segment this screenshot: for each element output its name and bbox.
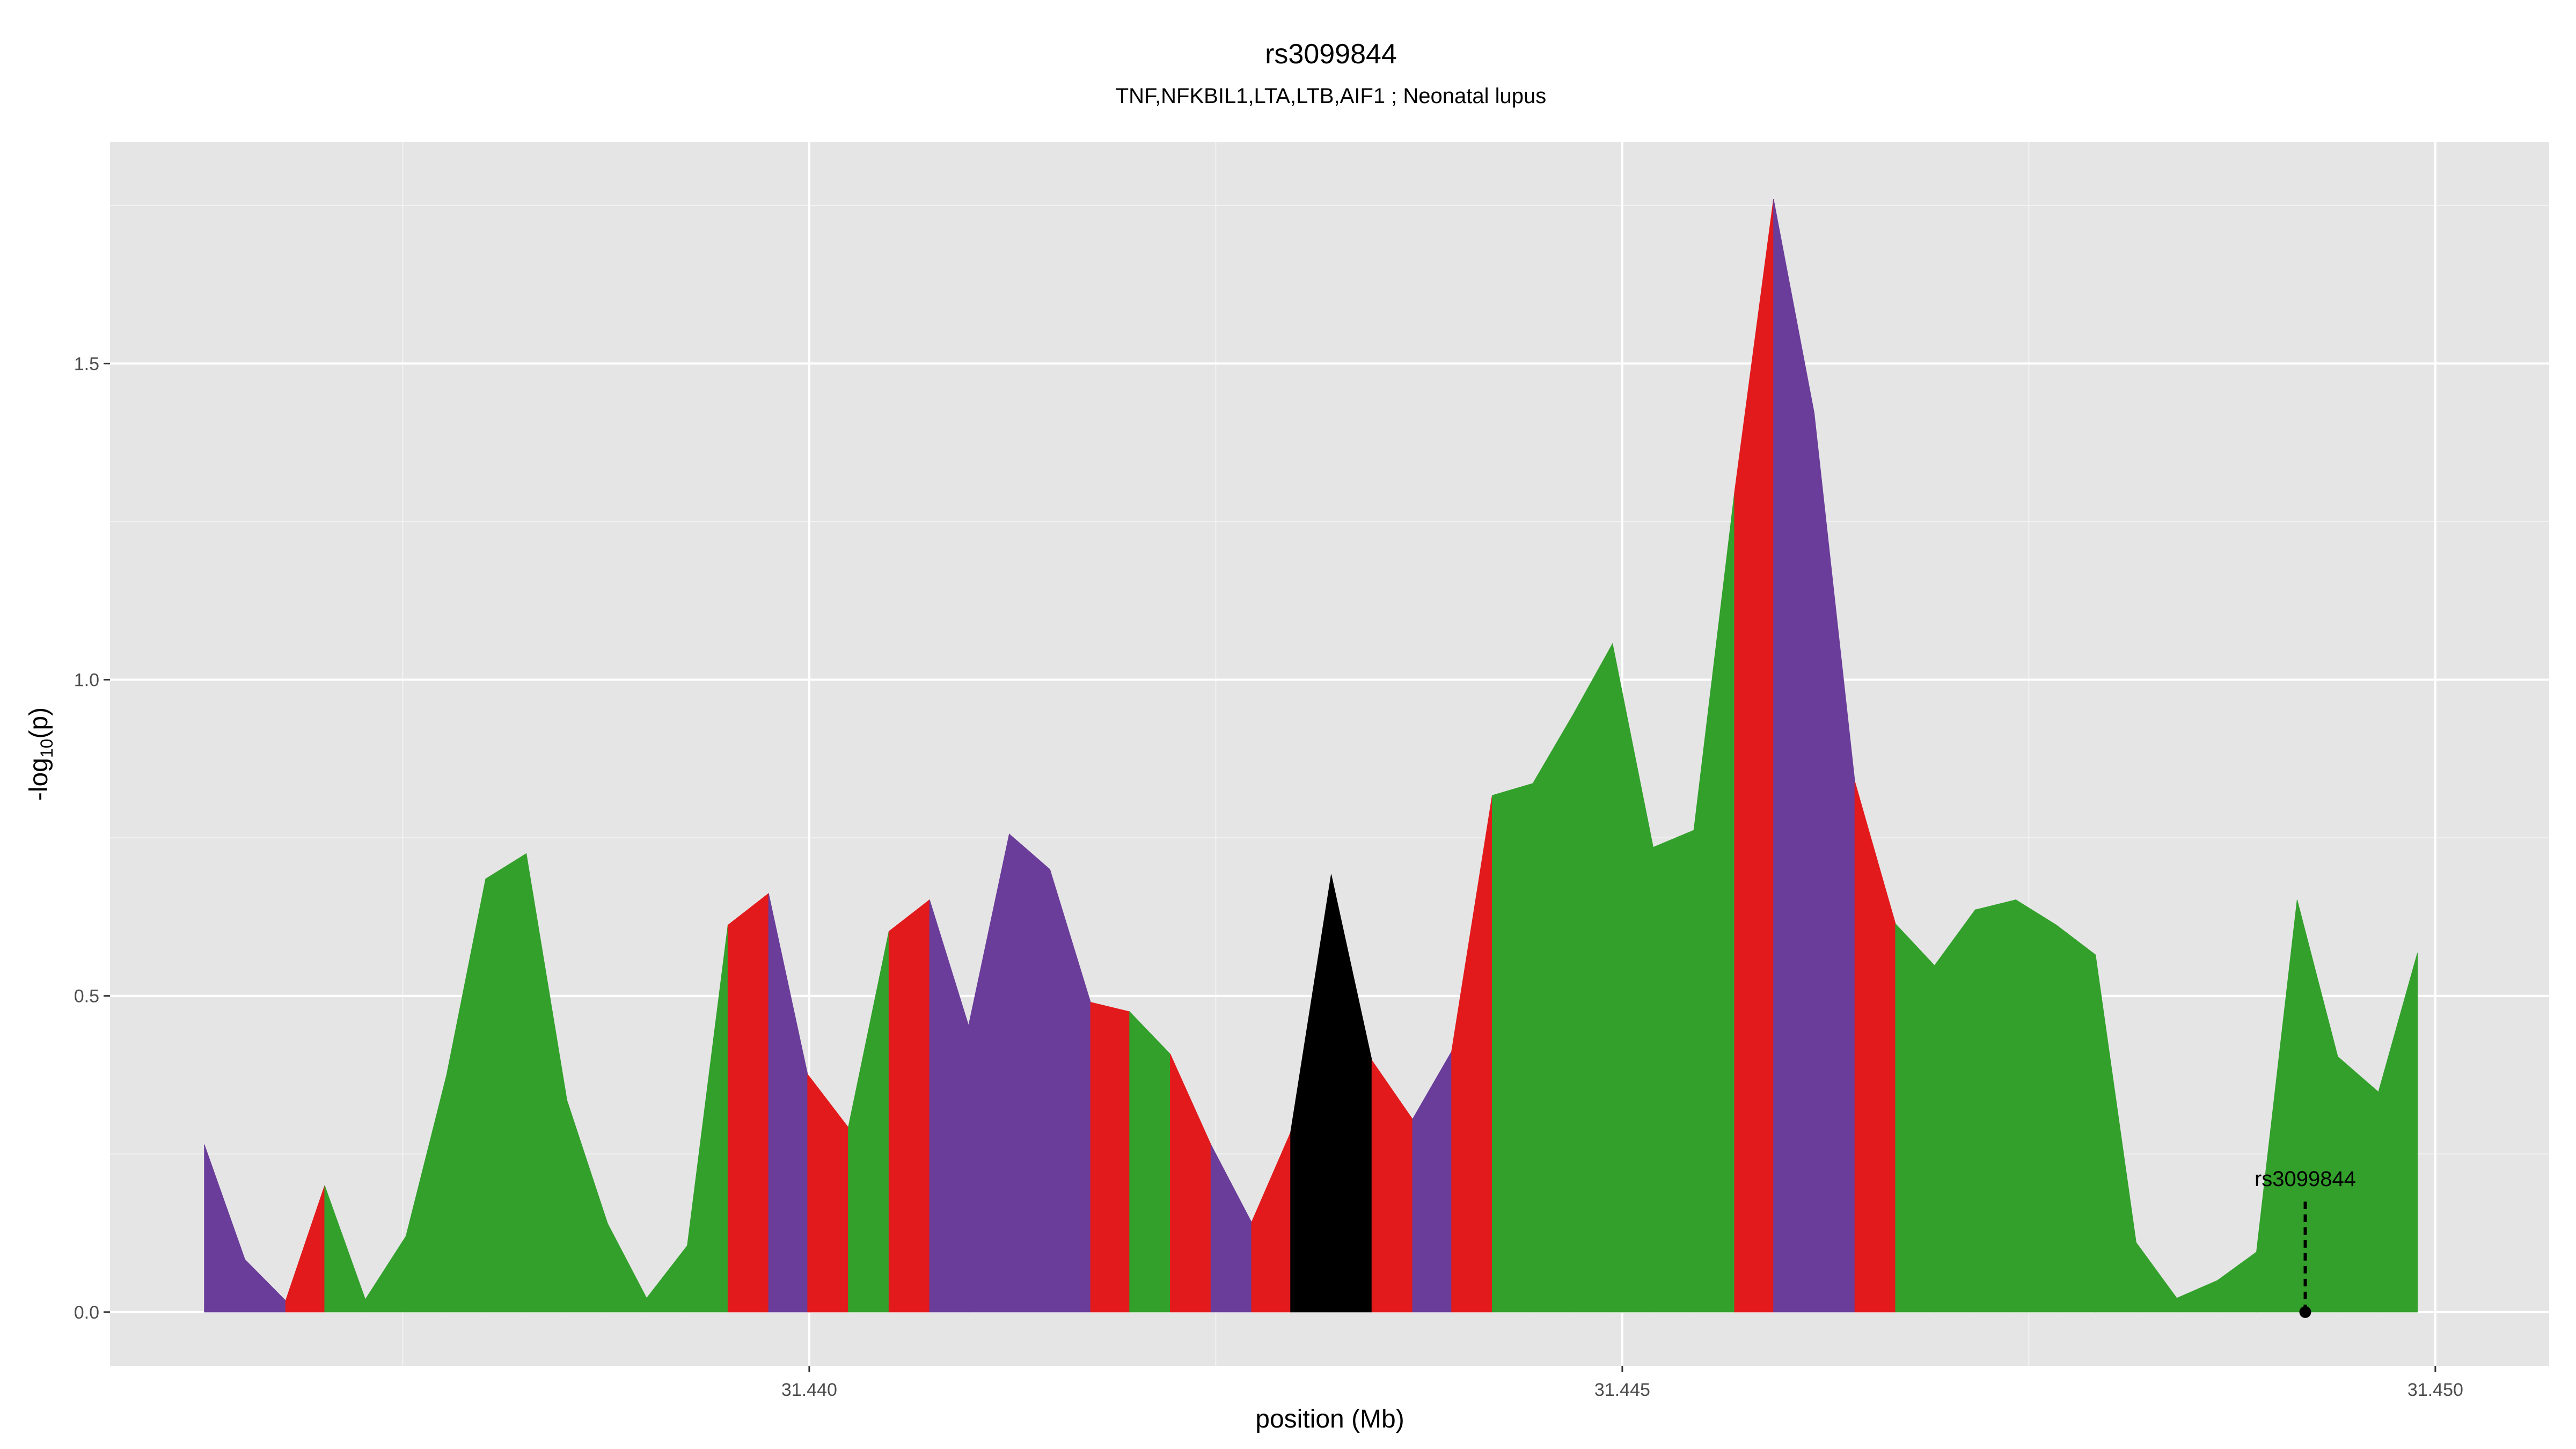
area-segment <box>2015 899 2057 1313</box>
area-segment <box>2056 924 2096 1313</box>
x-tick-label: 31.440 <box>781 1380 837 1400</box>
y-axis-title: -log10(p) <box>25 707 56 801</box>
area-segment <box>888 899 930 1313</box>
y-axis-title-subscript: 10 <box>37 739 56 758</box>
x-axis-title: position (Mb) <box>1255 1405 1404 1433</box>
y-tick-label: 1.0 <box>74 670 99 691</box>
y-tick-label: 1.5 <box>74 354 99 374</box>
y-axis-title-tail: (p) <box>25 707 53 739</box>
area-segment <box>1009 833 1050 1313</box>
annotation-label: rs3099844 <box>2255 1167 2356 1191</box>
chart-title: rs3099844 <box>1265 39 1397 70</box>
y-axis-title-main: -log <box>25 758 53 801</box>
area-segment <box>1652 830 1694 1313</box>
y-tick-label: 0.5 <box>74 986 99 1007</box>
x-axis-ticks: 31.440 31.445 31.450 <box>781 1366 2463 1400</box>
area-segment <box>2378 953 2418 1313</box>
area-segments <box>204 199 2418 1313</box>
x-tick-label: 31.450 <box>2407 1380 2463 1400</box>
y-tick-label: 0.0 <box>74 1302 99 1323</box>
area-segment <box>727 892 769 1313</box>
area-segment <box>1532 713 1574 1313</box>
area-segment <box>1974 899 2016 1313</box>
area-segment <box>1492 783 1533 1313</box>
annotation-point <box>2299 1306 2311 1318</box>
y-axis-ticks: 0.0 0.5 1.0 1.5 <box>74 354 110 1323</box>
area-segment <box>485 853 527 1313</box>
chart-subtitle: TNF,NFKBIL1,LTA,LTB,AIF1 ; Neonatal lupu… <box>1116 84 1547 108</box>
area-segment <box>1934 909 1975 1313</box>
x-tick-label: 31.445 <box>1594 1380 1650 1400</box>
snp-annotation: rs3099844 <box>2255 1167 2356 1318</box>
area-segment <box>1895 923 1935 1313</box>
area-segment <box>1129 1011 1171 1313</box>
area-segment <box>1573 642 1613 1313</box>
area-segment <box>1090 1001 1130 1313</box>
